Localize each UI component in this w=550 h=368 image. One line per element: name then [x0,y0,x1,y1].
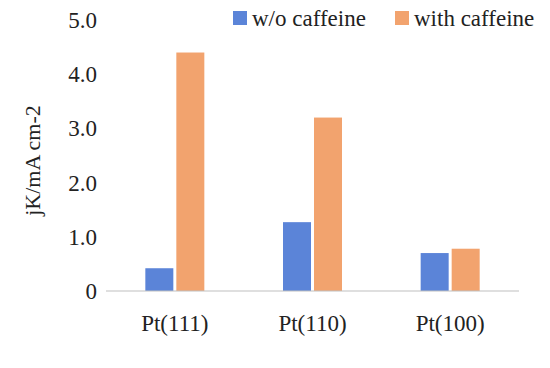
y-axis-label: jK/mA cm-2 [20,105,45,217]
x-tick-label: Pt(111) [141,311,208,336]
bar [145,268,173,291]
legend-label: w/o caffeine [252,6,366,31]
bar [283,222,311,291]
bar [421,253,449,291]
legend-swatch [395,11,409,25]
y-tick-label: 5.0 [68,8,97,33]
bar [452,249,480,291]
x-tick-label: Pt(110) [278,311,346,336]
bar [314,118,342,291]
y-tick-label: 2.0 [68,171,97,196]
y-tick-label: 4.0 [68,62,97,87]
x-axis [106,290,519,291]
y-tick-label: 0 [86,279,98,304]
legend-label: with caffeine [414,6,534,31]
bar [176,53,204,291]
chart: 0 1.0 2.0 3.0 4.0 5.0 jK/mA cm-2 Pt(111) Pt(110)… [0,0,550,368]
legend-swatch [233,11,247,25]
bars [145,53,479,291]
y-tick-label: 3.0 [68,116,97,141]
x-tick-label: Pt(100) [416,311,485,336]
y-tick-label: 1.0 [68,225,97,250]
